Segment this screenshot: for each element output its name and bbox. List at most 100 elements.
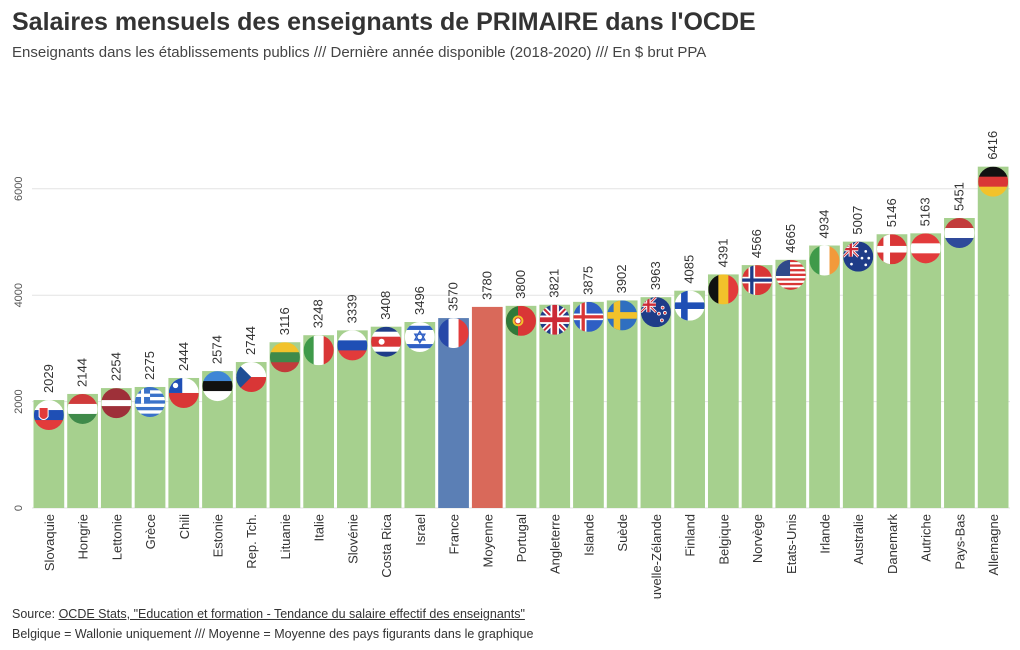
costa-rica-flag-icon [371,326,402,357]
italy-flag-icon [303,335,334,366]
belgium-flag-icon [708,274,739,305]
data-label: 3248 [311,299,326,328]
x-tick-label: Estonie [210,514,225,557]
england-flag-icon [539,304,570,335]
bar[interactable] [741,265,773,508]
x-tick-label: Israel [413,514,428,546]
data-label: 5146 [884,198,899,227]
x-tick-label: Belgique [716,514,731,565]
source-prefix: Source: [12,607,59,621]
footer: Source: OCDE Stats, "Education et format… [12,604,533,644]
slovenia-flag-icon [337,330,368,361]
austria-flag-icon [910,233,941,264]
x-tick-label: Italie [312,514,327,541]
x-tick-label: Allemagne [986,514,1001,575]
bar[interactable] [640,297,672,508]
x-tick-label: Lituanie [278,514,293,560]
bar[interactable] [977,166,1009,508]
bar[interactable] [404,322,436,508]
x-tick-label: Pays-Bas [952,514,967,570]
bar[interactable] [876,234,908,509]
x-tick-label: Autriche [919,514,934,562]
x-tick-label: Grèce [143,514,158,549]
bar[interactable] [438,318,469,508]
chart-subtitle: Enseignants dans les établissements publ… [12,44,707,61]
bar[interactable] [573,301,604,508]
chile-flag-icon [168,377,199,408]
x-tick-label: Nouvelle-Zélande [649,514,664,600]
x-tick-label: Costa Rica [379,513,394,577]
sweden-flag-icon [607,300,638,331]
data-label: 3821 [547,269,562,298]
source-link[interactable]: OCDE Stats, "Education et formation - Te… [58,607,525,621]
x-tick-label: Australie [851,514,866,565]
x-tick-label: Moyenne [480,514,495,567]
data-label: 4665 [783,224,798,253]
czech-flag-icon [236,362,267,393]
bar[interactable] [539,304,571,508]
source-line: Source: OCDE Stats, "Education et format… [12,604,533,624]
x-tick-label: Irlande [818,514,833,554]
bar[interactable] [809,245,840,508]
germany-flag-icon [978,166,1009,197]
data-label: 2254 [108,352,123,381]
slovakia-flag-icon [33,400,64,431]
data-label: 2144 [75,358,90,387]
data-label: 4085 [682,255,697,284]
data-label: 5007 [850,206,865,235]
x-tick-label: Lettonie [109,514,124,560]
x-tick-label: Chili [177,514,192,539]
denmark-flag-icon [876,234,907,265]
data-label: 4391 [715,238,730,267]
australia-flag-icon [843,241,874,272]
x-tick-label: Finland [683,514,698,557]
bar[interactable] [775,259,807,508]
data-label: 2029 [41,364,56,393]
y-tick-label: 2000 [13,389,25,413]
x-tick-label: Rep. Tch. [244,514,259,569]
x-tick-label: Angleterre [548,514,563,574]
bar[interactable] [842,241,874,508]
usa-flag-icon [775,259,806,290]
hungary-flag-icon [67,393,98,424]
x-tick-label: Islande [581,514,596,556]
bar[interactable] [505,305,537,508]
data-label: 5163 [918,197,933,226]
y-tick-label: 0 [13,505,25,511]
bar[interactable] [944,218,975,508]
x-tick-label: Portugal [514,514,529,563]
bar[interactable] [370,326,402,508]
data-label: 3875 [580,266,595,295]
y-tick-label: 4000 [13,283,25,307]
bar[interactable] [707,274,739,508]
bar[interactable] [674,290,705,508]
x-tick-label: Hongrie [76,514,91,560]
data-label: 2574 [209,335,224,364]
x-tick-label: Slovénie [345,514,360,564]
chart-title: Salaires mensuels des enseignants de PRI… [12,8,756,36]
y-tick-label: 6000 [13,177,25,201]
data-label: 5451 [951,182,966,211]
bar[interactable] [471,306,503,508]
portugal-flag-icon [506,305,536,336]
france-flag-icon [438,318,469,349]
netherlands-flag-icon [944,218,975,249]
data-label: 4934 [817,210,832,239]
new-zealand-flag-icon [640,297,671,328]
x-tick-label: Norvège [750,514,765,563]
data-label: 6416 [985,131,1000,160]
data-label: 3963 [648,261,663,290]
ireland-flag-icon [809,245,840,276]
iceland-flag-icon [573,301,604,332]
finland-flag-icon [674,290,705,321]
latvia-flag-icon [101,388,132,419]
lithuania-flag-icon [269,342,300,373]
data-label: 3408 [378,291,393,320]
data-label: 3902 [614,264,629,293]
bar[interactable] [910,233,942,508]
bar[interactable] [606,300,638,508]
norway-flag-icon [742,265,773,296]
data-label: 2444 [176,342,191,371]
footnote: Belgique = Wallonie uniquement /// Moyen… [12,627,534,641]
x-tick-label: Slovaquie [42,514,57,571]
